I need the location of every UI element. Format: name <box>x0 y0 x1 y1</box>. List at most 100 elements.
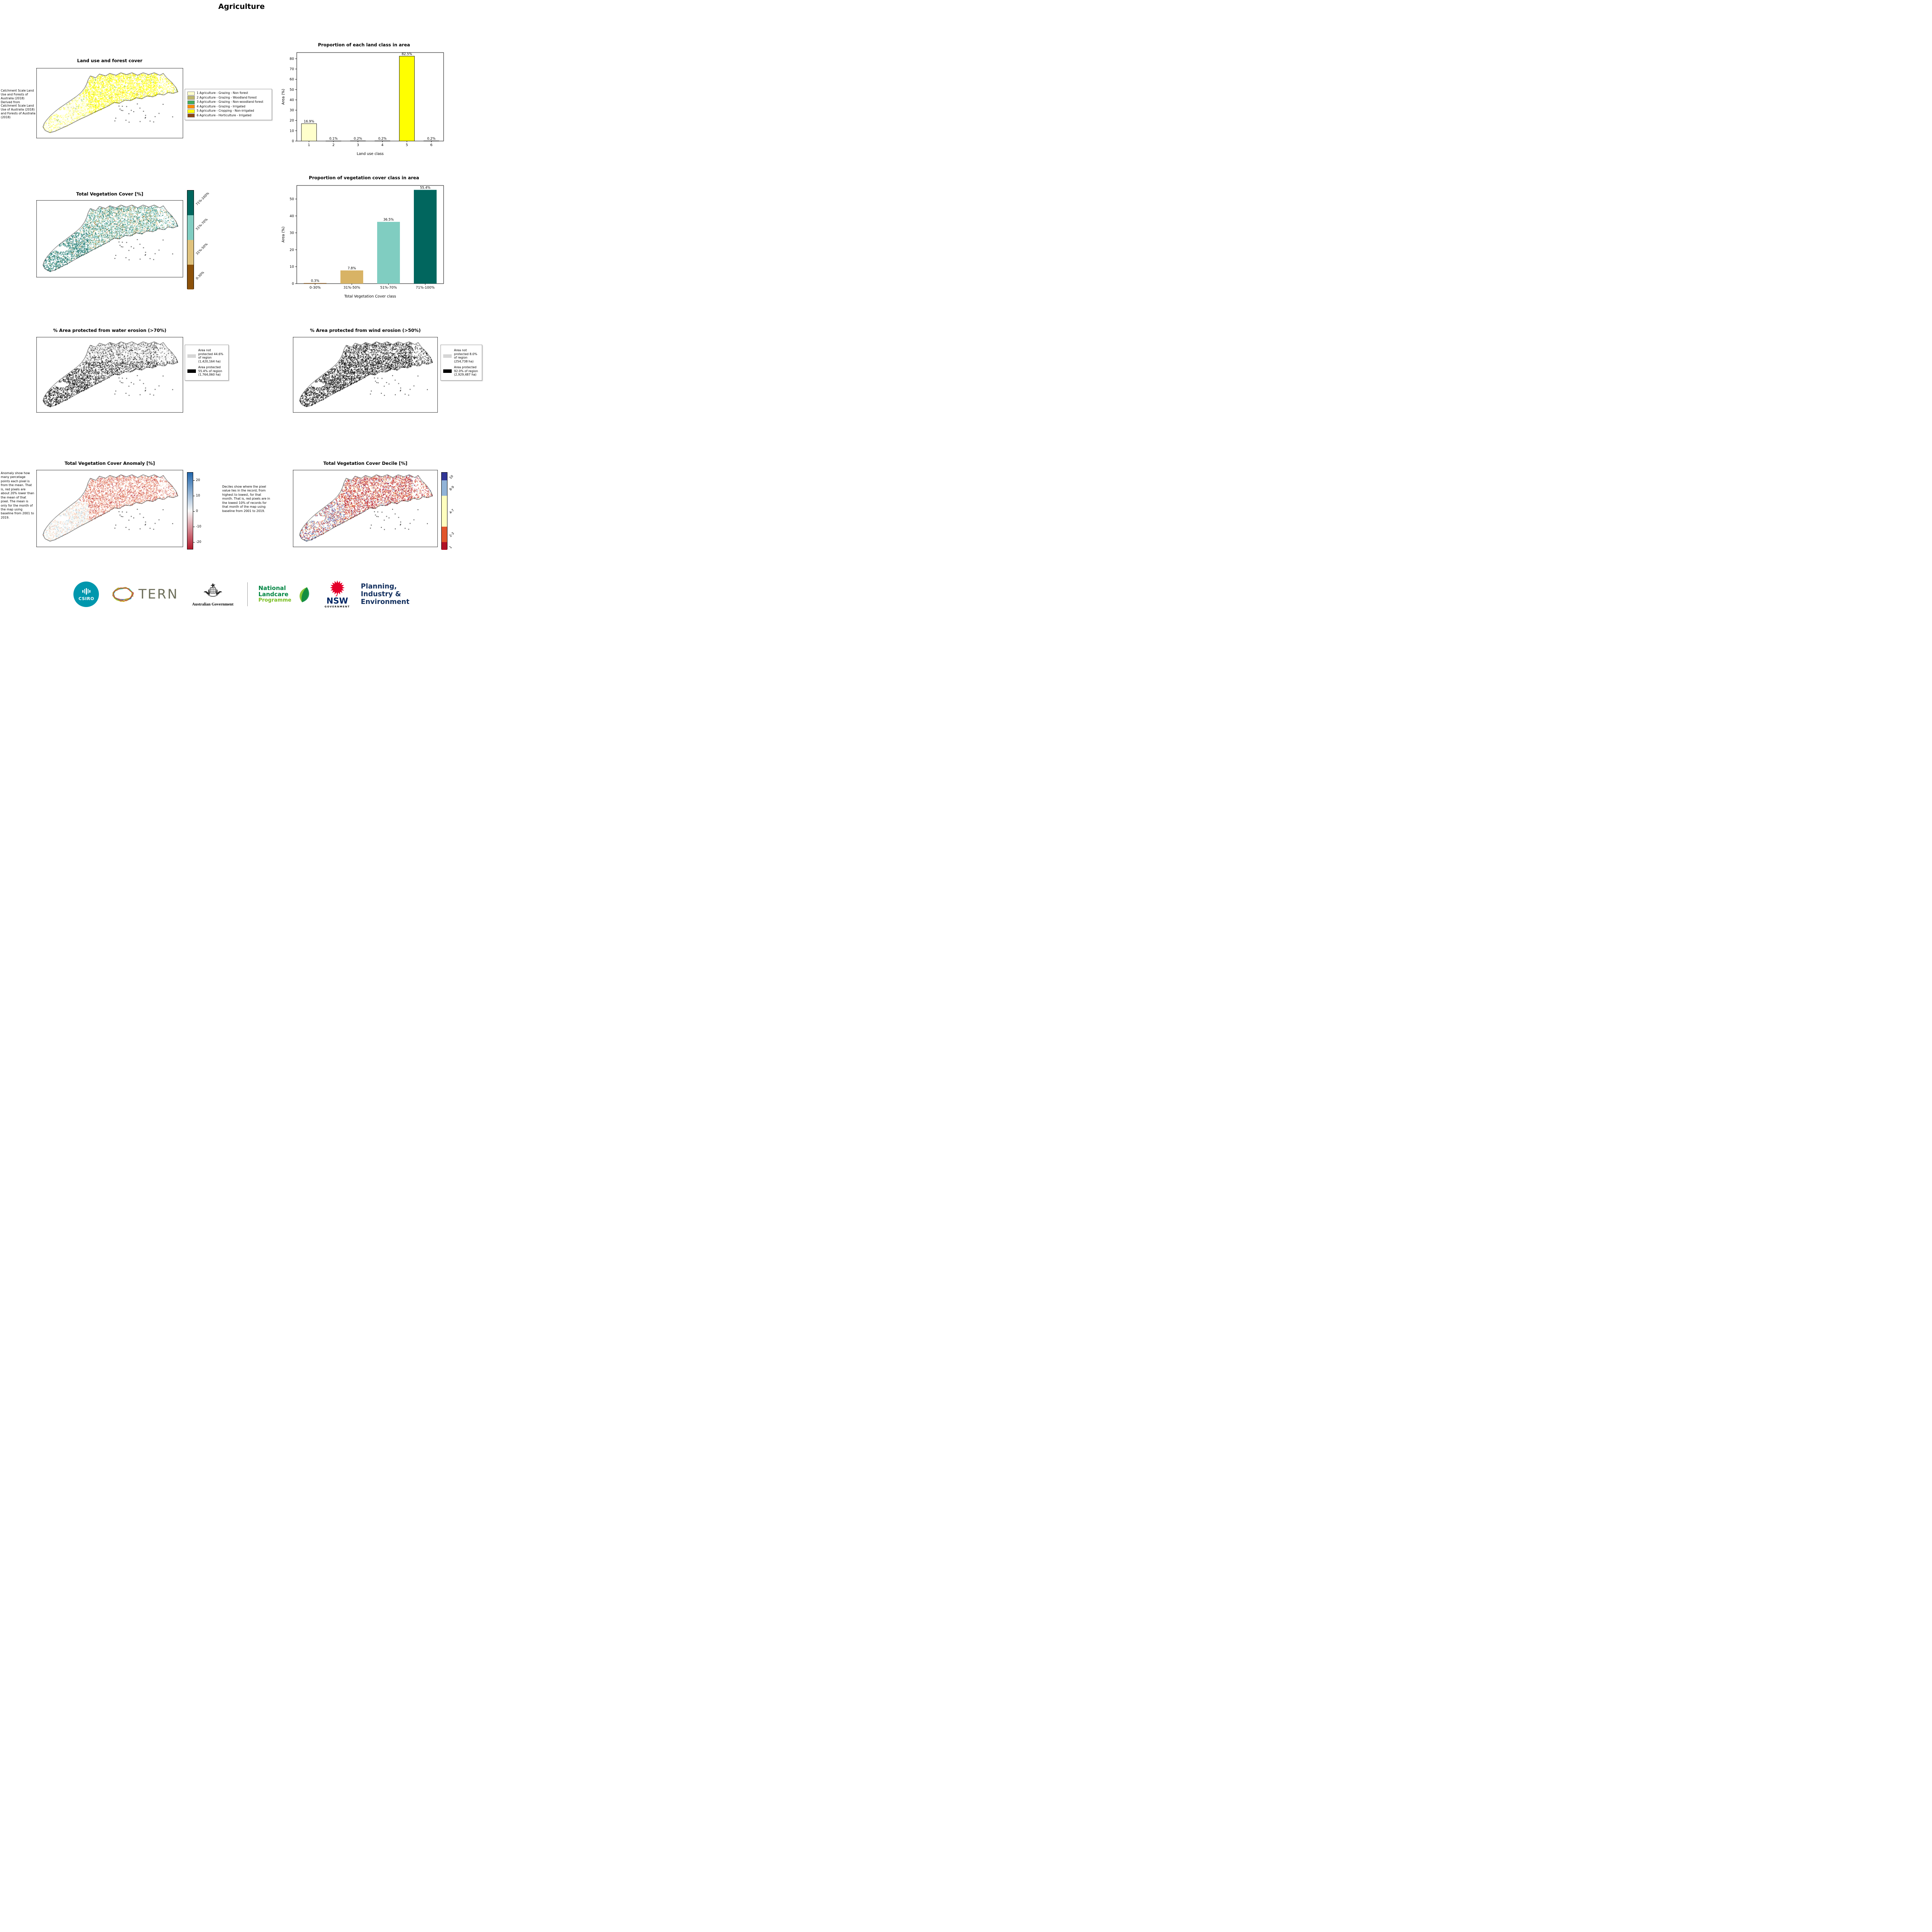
coat-of-arms-icon <box>203 583 222 597</box>
colorbar-label: 0-30% <box>195 270 205 281</box>
bar-value-label: 7.8% <box>348 267 356 270</box>
y-tick-label: 30 <box>290 231 294 235</box>
anomaly-colorbar: 20 10 0 -10 -20 <box>187 472 201 549</box>
y-tick-label: 50 <box>290 197 294 201</box>
colorbar-tick <box>193 480 195 481</box>
anomaly-note: Anomaly show how many percetage points e… <box>1 471 34 519</box>
bar <box>399 56 415 141</box>
y-tick-label: 0 <box>292 139 294 143</box>
colorbar-segment <box>442 496 447 527</box>
y-axis-label: Area (%) <box>281 226 286 242</box>
legend-label: 5 Agriculture - Cropping - Non-irrigated <box>197 109 254 113</box>
bar-value-label: 82.5% <box>401 52 412 56</box>
colorbar-segment <box>442 480 447 496</box>
y-tick-label: 10 <box>290 265 294 269</box>
land-use-map <box>36 68 183 138</box>
colorbar-segment <box>187 215 194 240</box>
legend-label: 3 Agriculture - Grazing - Non-woodland f… <box>197 100 264 104</box>
x-tick-label: 51%-70% <box>380 286 397 290</box>
x-tick-label: 5 <box>406 143 408 147</box>
colorbar-label: 8-9 <box>448 485 455 492</box>
legend-item: Area not protected 44.6% of region (1,42… <box>187 349 226 364</box>
legend-swatch <box>187 109 195 113</box>
veg-cover-colorbar: 71%-100% 51%-70% 31%-50% 0-30% <box>187 190 210 289</box>
australian-government-logo: Australian Government <box>189 582 236 607</box>
legend-swatch <box>187 354 196 358</box>
y-tick-label: 10 <box>290 129 294 133</box>
legend-swatch <box>187 114 195 117</box>
bar <box>304 283 327 284</box>
tern-label: TERN <box>138 587 179 602</box>
tern-logo: TERN <box>110 585 178 604</box>
bar-value-label: 0.2% <box>378 137 387 141</box>
waratah-icon <box>330 580 345 597</box>
x-tick-label: 31%-50% <box>344 286 361 290</box>
landcare-leaf-icon <box>299 587 309 602</box>
legend-item: Area protected 92.0% of region (2,929,48… <box>443 366 480 377</box>
colorbar-label: 31%-50% <box>195 242 209 256</box>
legend-swatch <box>443 354 452 358</box>
colorbar-tick-label: 10 <box>196 494 200 498</box>
veg-cover-bar-chart: Proportion of vegetation cover class in … <box>281 175 444 299</box>
wind-erosion-map <box>293 337 438 413</box>
x-axis-label: Land use class <box>357 152 384 156</box>
colorbar-tick-label: -10 <box>196 525 201 529</box>
colorbar-label: 4-7 <box>448 508 455 515</box>
x-tick-label: 0-30% <box>310 286 321 290</box>
land-use-side-note: Catchment Scale Land Use and Forests of … <box>1 89 36 119</box>
x-axis-label: Total Vegetation Cover class <box>344 294 396 299</box>
bar <box>414 190 437 284</box>
legend-swatch <box>187 91 195 95</box>
legend-label: Area not protected 44.6% of region (1,42… <box>198 349 223 364</box>
legend-swatch <box>187 100 195 104</box>
y-tick-label: 30 <box>290 109 294 112</box>
land-use-legend: 1 Agriculture - Grazing - Non forest 2 Ag… <box>185 89 272 120</box>
colorbar-tick-label: -20 <box>196 540 201 544</box>
veg-cover-map-title: Total Vegetation Cover [%] <box>76 191 143 197</box>
x-tick-label: 2 <box>332 143 335 147</box>
colorbar-label: 10 <box>448 474 454 480</box>
legend-item: 1 Agriculture - Grazing - Non forest <box>187 91 269 95</box>
footer-divider <box>247 582 248 607</box>
legend-swatch <box>187 105 195 109</box>
bar <box>340 270 363 284</box>
decile-title: Total Vegetation Cover Decile [%] <box>323 461 408 466</box>
colorbar-segment <box>187 265 194 289</box>
y-axis-label: Area (%) <box>281 89 286 105</box>
chart-title: Proportion of each land class in area <box>318 42 410 48</box>
decile-colorbar: 10 8-9 4-7 2-3 1 <box>441 472 455 550</box>
x-tick-label: 71%-100% <box>416 286 435 290</box>
legend-swatch <box>187 96 195 100</box>
anomaly-title: Total Vegetation Cover Anomaly [%] <box>65 461 155 466</box>
landcare-label: National Landcare Programme <box>258 585 291 603</box>
legend-label: Area not protected 8.0% of region (254,7… <box>454 349 477 364</box>
bar-value-label: 16.9% <box>304 120 314 124</box>
legend-item: 4 Agriculture - Grazing - Irrigated <box>187 105 269 109</box>
colorbar-label: 51%-70% <box>195 217 209 231</box>
water-erosion-legend: Area not protected 44.6% of region (1,42… <box>185 345 229 381</box>
legend-swatch <box>187 369 196 373</box>
tern-australia-icon <box>112 587 134 602</box>
legend-item: Area protected 55.4% of region (1,764,06… <box>187 366 226 377</box>
y-tick-label: 0 <box>292 282 294 286</box>
y-tick-label: 40 <box>290 98 294 102</box>
colorbar-segment <box>442 473 447 480</box>
bar <box>377 222 400 284</box>
colorbar-tick <box>193 542 195 543</box>
nsw-label: NSW <box>326 596 348 605</box>
legend-item: 3 Agriculture - Grazing - Non-woodland f… <box>187 100 269 104</box>
legend-label: 4 Agriculture - Grazing - Irrigated <box>197 104 245 108</box>
footer-logos: CSIRO TERN Australian Government Nationa… <box>0 580 483 608</box>
csiro-label: CSIRO <box>78 596 94 602</box>
page-title: Agriculture <box>218 2 265 11</box>
bar-value-label: 0.2% <box>354 137 362 141</box>
bar-value-label: 0.2% <box>427 137 436 141</box>
water-erosion-title: % Area protected from water erosion (>70… <box>53 328 167 333</box>
land-class-bar-chart: Proportion of each land class in area 0 10… <box>281 42 444 156</box>
colorbar-tick-label: 20 <box>196 478 200 482</box>
bar-value-label: 0.3% <box>311 279 320 283</box>
australian-government-label: Australian Government <box>192 602 234 607</box>
plot-frame <box>296 185 444 284</box>
wind-erosion-legend: Area not protected 8.0% of region (254,7… <box>440 345 482 381</box>
x-tick-label: 3 <box>357 143 359 147</box>
